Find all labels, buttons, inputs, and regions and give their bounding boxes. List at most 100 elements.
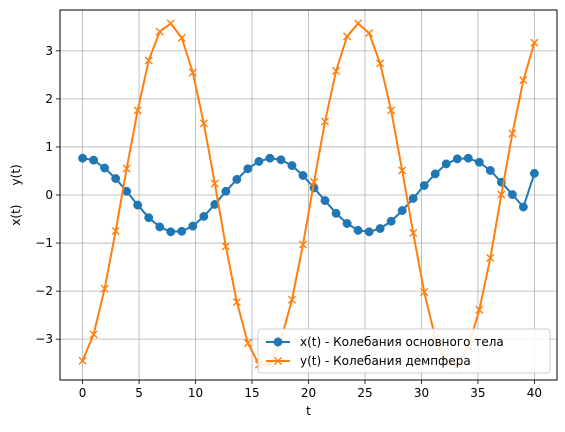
data-point: [122, 164, 131, 173]
data-point: [111, 174, 121, 183]
axis-ticks: 0 5 10 15 20 25 30 35 40 −3 −2 −1 0 1 2 3: [35, 44, 542, 400]
data-point: [397, 206, 407, 216]
data-point: [232, 298, 241, 307]
data-point: [320, 196, 330, 206]
data-point: [155, 222, 165, 232]
data-point: [375, 224, 385, 233]
x-tick-label: 30: [414, 386, 429, 400]
data-point: [199, 211, 209, 221]
data-point: [100, 163, 110, 173]
data-point: [387, 106, 396, 115]
data-point: [518, 202, 528, 212]
data-point: [485, 166, 495, 175]
data-point: [243, 338, 252, 348]
y-tick-label: −3: [35, 332, 53, 346]
data-point: [398, 166, 407, 175]
grid: [60, 10, 557, 380]
legend: x(t) - Колебания основного тела y(t) - Ко…: [257, 328, 551, 374]
data-point: [166, 227, 176, 237]
data-point: [298, 171, 308, 180]
data-point: [298, 240, 308, 249]
data-point: [254, 157, 264, 166]
data-point: [365, 28, 374, 38]
data-point: [474, 157, 484, 167]
data-point: [155, 27, 164, 36]
data-point: [210, 179, 219, 188]
data-point: [342, 32, 352, 41]
data-point: [177, 226, 187, 236]
y-tick-label: −1: [35, 236, 53, 250]
data-point: [420, 287, 429, 297]
data-point: [144, 56, 153, 65]
x-tick-label: 40: [527, 386, 542, 400]
data-point: [376, 59, 385, 68]
data-point: [353, 225, 363, 235]
x-tick-label: 35: [470, 386, 485, 400]
data-point: [221, 242, 230, 251]
data-point: [408, 193, 418, 203]
data-point: [475, 305, 484, 314]
y-tick-label: 0: [45, 188, 53, 202]
data-point: [287, 161, 297, 171]
data-point: [287, 295, 297, 304]
data-point: [78, 356, 87, 365]
data-point: [188, 221, 198, 231]
data-point: [111, 226, 120, 236]
data-point: [331, 66, 341, 76]
series-1: [78, 153, 539, 237]
data-point: [309, 177, 319, 187]
data-point: [507, 190, 517, 199]
x-tick-label: 10: [188, 386, 203, 400]
y-tick-label: 1: [45, 140, 53, 154]
legend-label: y(t) - Колебания демпфера: [300, 354, 471, 368]
data-point: [221, 186, 231, 196]
y-tick-label: −2: [35, 284, 53, 298]
data-point: [199, 119, 208, 128]
data-point: [452, 154, 462, 164]
data-point: [497, 190, 506, 199]
legend-item: y(t) - Колебания демпфера: [266, 354, 471, 368]
data-point: [419, 181, 429, 190]
legend-label: x(t) - Колебания основного тела: [300, 335, 504, 349]
x-axis-label: t: [306, 404, 311, 418]
data-point: [386, 216, 396, 226]
data-point: [78, 153, 88, 163]
x-tick-label: 20: [301, 386, 316, 400]
data-point: [463, 153, 473, 163]
legend-box: [257, 328, 551, 374]
data-point: [133, 106, 142, 115]
legend-swatch-marker: [273, 356, 283, 366]
x-tick-label: 15: [244, 386, 259, 400]
data-point: [133, 200, 143, 210]
data-point: [243, 164, 253, 174]
data-point: [331, 208, 341, 218]
data-point: [100, 284, 109, 293]
data-point: [441, 159, 451, 169]
y-tick-label: 3: [45, 44, 53, 58]
data-point: [364, 227, 374, 237]
data-point: [320, 117, 330, 126]
data-point: [353, 19, 363, 28]
data-point: [89, 330, 98, 339]
data-point: [188, 68, 197, 77]
data-point: [529, 168, 539, 178]
data-point: [519, 76, 528, 85]
data-point: [530, 38, 539, 47]
legend-swatch-marker: [273, 337, 283, 347]
data-point: [430, 169, 440, 179]
y-axis-label: x(t) y(t): [9, 164, 23, 225]
legend-item: x(t) - Колебания основного тела: [266, 335, 504, 349]
data-point: [508, 129, 517, 138]
data-point: [276, 155, 286, 165]
data-point: [166, 19, 175, 28]
data-point: [342, 219, 352, 228]
data-point: [265, 153, 275, 163]
x-tick-label: 0: [79, 386, 87, 400]
x-tick-label: 25: [357, 386, 372, 400]
x-tick-label: 5: [135, 386, 143, 400]
data-point: [409, 228, 418, 238]
data-point: [486, 253, 495, 263]
data-point: [144, 213, 154, 223]
data-point: [89, 155, 99, 165]
